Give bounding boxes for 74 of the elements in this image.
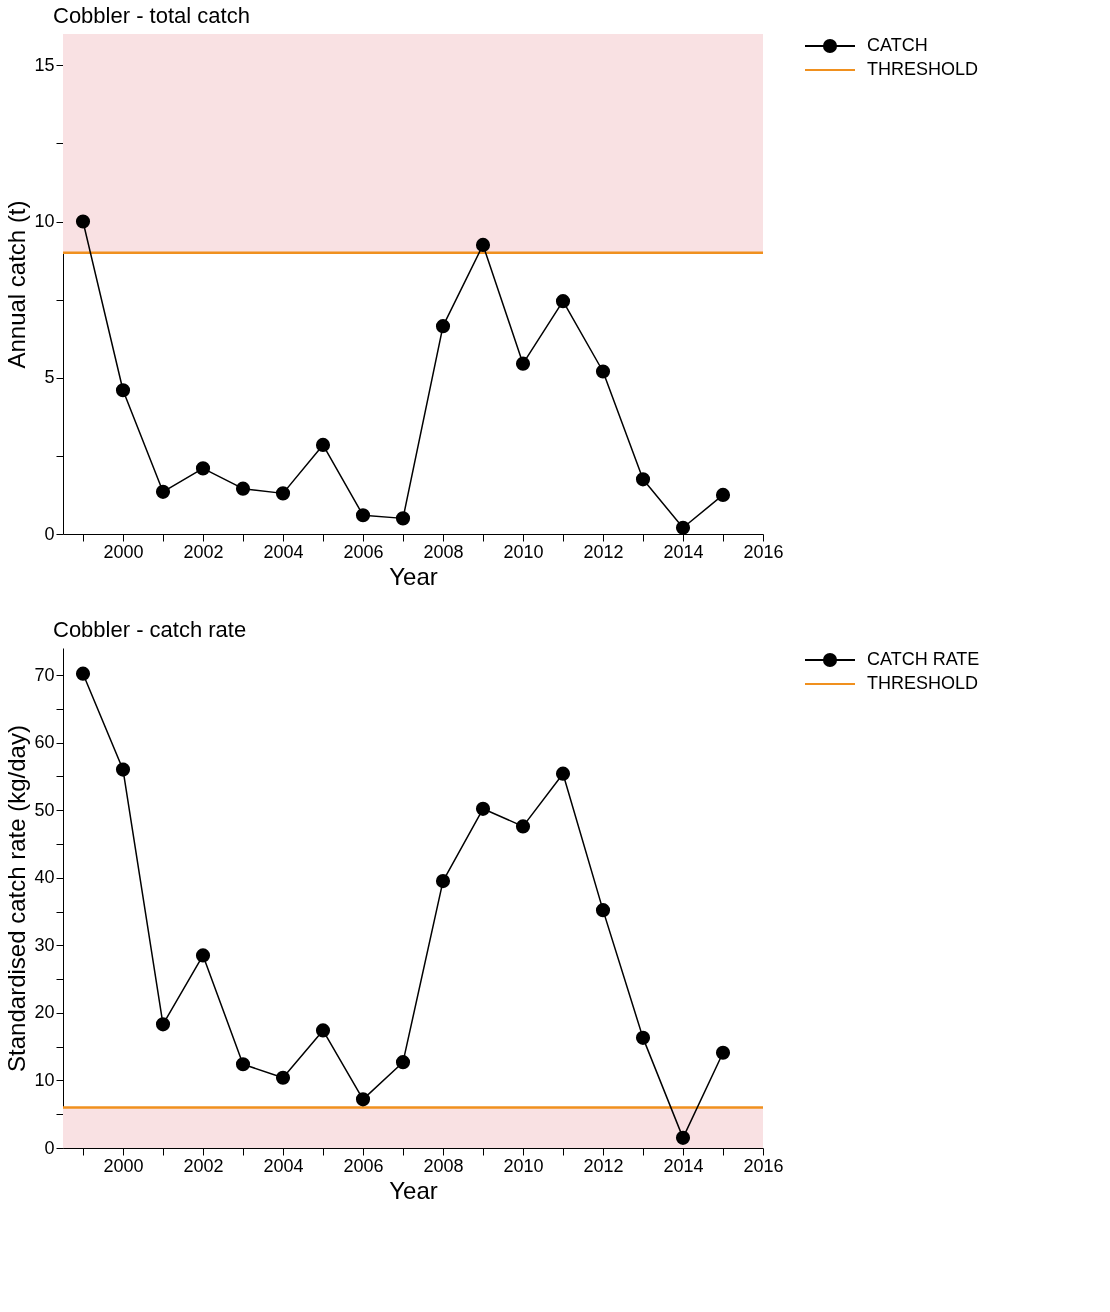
point (235, 481, 251, 496)
point (675, 520, 691, 535)
point (515, 819, 531, 834)
y-tick-label: 0 (44, 523, 55, 544)
x-tick-label: 2014 (663, 541, 704, 562)
point (115, 762, 131, 777)
x-tick-label: 2016 (743, 1155, 784, 1176)
x-axis-title: Year (389, 562, 438, 590)
point (595, 364, 611, 379)
point (75, 214, 91, 229)
x-tick-label: 2004 (263, 1155, 304, 1176)
point (395, 1055, 411, 1070)
x-tick-label: 2002 (183, 1155, 224, 1176)
point (555, 294, 571, 309)
point (275, 486, 291, 501)
legend-label: THRESHOLD (867, 673, 979, 693)
point (475, 801, 491, 816)
point (355, 508, 371, 523)
x-tick-label: 2012 (583, 1155, 624, 1176)
x-tick-label: 2002 (183, 541, 224, 562)
y-tick-label: 0 (44, 1137, 55, 1158)
point (315, 437, 331, 452)
point (75, 666, 91, 681)
x-tick-label: 2008 (423, 1155, 464, 1176)
y-tick-label: 20 (34, 1002, 55, 1023)
y-tick-label: 10 (34, 1069, 55, 1090)
y-axis-title: Standardised catch rate (kg/day) (3, 725, 31, 1072)
y-tick-label: 15 (34, 54, 55, 75)
chart-title: Cobbler - catch rate (53, 617, 247, 642)
x-tick-label: 2010 (503, 541, 544, 562)
point (715, 1045, 731, 1060)
point (515, 356, 531, 371)
x-tick-label: 2006 (343, 1155, 384, 1176)
point (195, 948, 211, 963)
point (635, 472, 651, 487)
x-tick-label: 2014 (663, 1155, 704, 1176)
y-tick-label: 60 (34, 732, 55, 753)
legend-label: CATCH RATE (867, 649, 980, 669)
y-tick-label: 50 (34, 799, 55, 820)
point (395, 511, 411, 526)
x-tick-label: 2016 (743, 541, 784, 562)
x-tick-label: 2006 (343, 541, 384, 562)
x-axis-title: Year (389, 1176, 438, 1204)
y-tick-label: 5 (44, 367, 55, 388)
point (435, 319, 451, 334)
x-tick-label: 2004 (263, 541, 304, 562)
point (675, 1130, 691, 1145)
y-axis-title: Annual catch (t) (3, 200, 31, 369)
point (555, 766, 571, 781)
point (475, 237, 491, 252)
y-tick-label: 40 (34, 867, 55, 888)
point (715, 487, 731, 502)
point (635, 1030, 651, 1045)
x-tick-label: 2008 (423, 541, 464, 562)
point (155, 484, 171, 499)
point (155, 1017, 171, 1032)
point (235, 1057, 251, 1072)
legend-label: CATCH (867, 35, 928, 55)
x-tick-label: 2000 (103, 1155, 144, 1176)
point (315, 1023, 331, 1038)
point (355, 1092, 371, 1107)
x-tick-label: 2000 (103, 541, 144, 562)
point (115, 383, 131, 398)
chart-title: Cobbler - total catch (53, 3, 250, 28)
y-tick-label: 70 (34, 664, 55, 685)
x-tick-label: 2012 (583, 541, 624, 562)
point (595, 903, 611, 918)
point (275, 1070, 291, 1085)
point (195, 461, 211, 476)
x-tick-label: 2010 (503, 1155, 544, 1176)
legend-label: THRESHOLD (867, 59, 979, 79)
y-tick-label: 30 (34, 934, 55, 955)
y-tick-label: 10 (34, 211, 55, 231)
point (435, 874, 451, 889)
